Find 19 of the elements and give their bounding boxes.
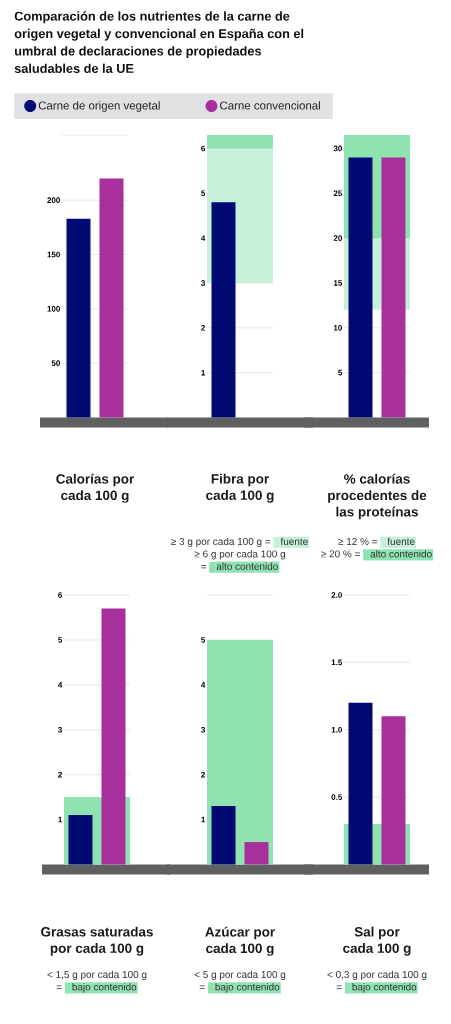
x-axis-title: Grasas saturadas por cada 100 g (41, 926, 153, 956)
legend-label: alto contenido (370, 550, 432, 558)
x-axis-title: Azúcar por cada 100 g (205, 926, 275, 956)
legend-label: alto contenido (216, 562, 278, 570)
x-axis-title: Calorías por cada 100 g (56, 473, 135, 503)
legend-label: fuente (387, 537, 415, 545)
text: ≥ 3 g por cada 100 g = (171, 537, 271, 547)
legend-label: fuente (280, 537, 308, 545)
text: Comparación de los nutrientes de la carne de origen vegetal y convencional en España con el umbral de declaraciones de propiedades saludables de la UE (14, 11, 304, 73)
legend-label: bajo contenido (215, 983, 280, 993)
legend-label: Carne de origen vegetal (38, 101, 160, 112)
legend-label: bajo contenido (352, 983, 417, 993)
legend-label: bajo contenido (72, 983, 137, 993)
text: ≥ 12 % = (338, 537, 378, 545)
x-axis-title: % calorías procedentes de las proteínas (328, 473, 427, 520)
legend-label: Carne convencional (220, 101, 320, 110)
text: ≥ 20 % = (321, 550, 360, 558)
x-axis-title: Sal por cada 100 g (343, 926, 411, 956)
x-axis-title: Fibra por cada 100 g (206, 473, 274, 503)
